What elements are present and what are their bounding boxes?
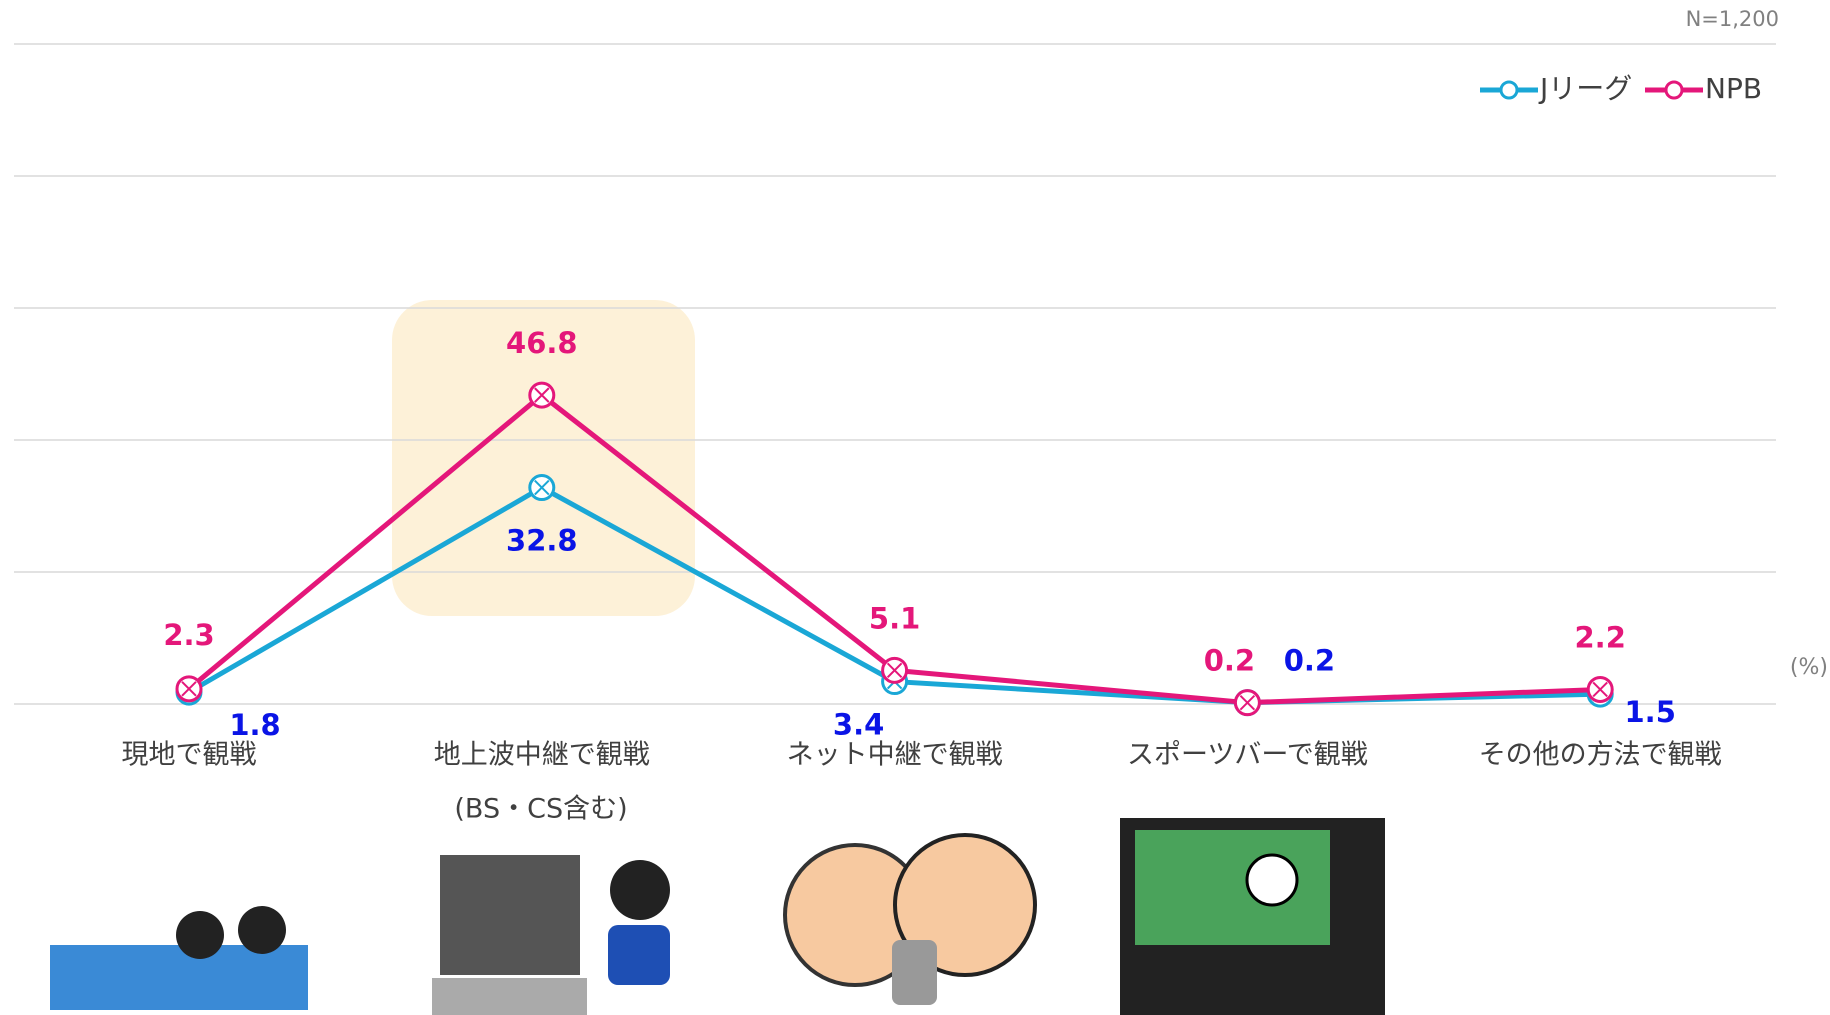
- x-tick-label: 地上波中継で観戦: [434, 740, 650, 771]
- data-label: 5.1: [869, 601, 920, 635]
- data-label: 2.2: [1575, 620, 1626, 654]
- illustrations: [50, 818, 1385, 1015]
- x-tick-label: スポーツバーで観戦: [1127, 740, 1368, 771]
- legend-marker: [1501, 82, 1517, 98]
- point: [883, 658, 907, 682]
- x-tick-label: ネット中継で観戦: [787, 740, 1003, 771]
- illustration-stadium: [50, 945, 308, 1010]
- data-label: 3.4: [833, 708, 884, 742]
- illustration-fan: [176, 911, 224, 959]
- illustration-ball: [1247, 855, 1297, 905]
- point: [1588, 677, 1612, 701]
- point: [1235, 691, 1259, 715]
- data-label: 32.8: [506, 524, 578, 558]
- category-note: (BS・CS含む): [454, 794, 627, 825]
- point: [530, 383, 554, 407]
- illustration-phone: [892, 940, 937, 1005]
- illustration-fan: [238, 906, 286, 954]
- illustration-pitch: [1135, 830, 1330, 945]
- data-label: 0.2: [1284, 644, 1335, 678]
- x-tick-label: その他の方法で観戦: [1479, 740, 1722, 771]
- point: [177, 677, 201, 701]
- legend-label: NPB: [1705, 72, 1762, 105]
- illustration-viewer: [610, 860, 670, 920]
- data-label: 1.5: [1625, 695, 1676, 729]
- legend-marker: [1666, 82, 1682, 98]
- data-label: 2.3: [163, 618, 214, 652]
- legend-label: Jリーグ: [1538, 72, 1632, 105]
- sample-size: N=1,200: [1686, 7, 1779, 31]
- illustration-viewer: [608, 925, 670, 985]
- point: [530, 476, 554, 500]
- data-label: 0.2: [1204, 644, 1255, 678]
- illustration-tv-stand: [432, 978, 587, 1015]
- unit-label: (%): [1790, 655, 1828, 680]
- x-tick-label: 現地で観戦: [122, 740, 257, 771]
- illustration-tv: [440, 855, 580, 975]
- data-label: 1.8: [229, 708, 280, 742]
- data-label: 46.8: [506, 326, 578, 360]
- chart: N=1,200 (%) (BS・CS含む) 現地で観戦 地上波中継で観戦 ネット中継…: [0, 0, 1830, 1015]
